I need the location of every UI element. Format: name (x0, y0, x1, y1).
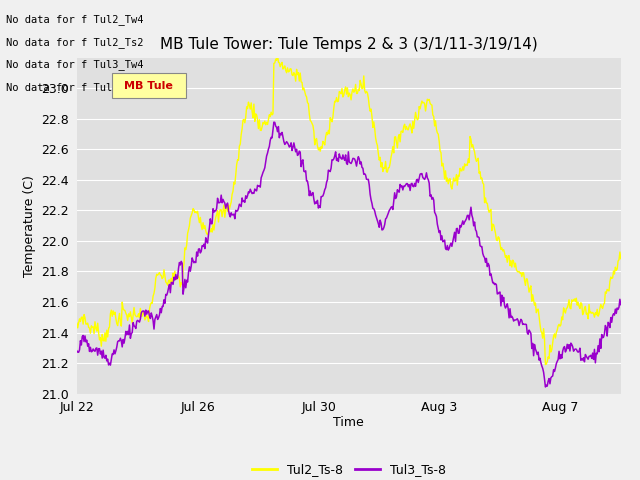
Title: MB Tule Tower: Tule Temps 2 & 3 (3/1/11-3/19/14): MB Tule Tower: Tule Temps 2 & 3 (3/1/11-… (160, 37, 538, 52)
Tul2_Ts-8 (541, 362, 549, 368)
Tul3_Ts-8 (270, 119, 278, 125)
Legend: Tul2_Ts-8, Tul3_Ts-8: Tul2_Ts-8, Tul3_Ts-8 (246, 458, 451, 480)
Tul3_Ts-8 (320, 191, 328, 196)
Line: Tul3_Ts-8: Tul3_Ts-8 (77, 122, 621, 387)
Tul3_Ts-8 (73, 348, 81, 354)
Tul3_Ts-8 (437, 237, 445, 243)
Text: MB Tule: MB Tule (124, 81, 173, 91)
Text: No data for f Tul2_Ts2: No data for f Tul2_Ts2 (6, 37, 144, 48)
Tul3_Ts-8 (541, 384, 549, 390)
X-axis label: Time: Time (333, 416, 364, 429)
Tul2_Ts-8 (394, 134, 402, 140)
Tul2_Ts-8 (213, 212, 221, 217)
Tul2_Ts-8 (169, 270, 177, 276)
Tul2_Ts-8 (73, 320, 81, 326)
Tul3_Ts-8 (169, 281, 177, 287)
Tul3_Ts-8 (483, 264, 491, 269)
Tul2_Ts-8 (617, 256, 625, 262)
Tul2_Ts-8 (437, 150, 445, 156)
Text: No data for f Tul3_Ts2: No data for f Tul3_Ts2 (6, 82, 144, 93)
Tul3_Ts-8 (213, 205, 221, 211)
Y-axis label: Temperature (C): Temperature (C) (23, 175, 36, 276)
Tul2_Ts-8 (274, 51, 282, 57)
Tul2_Ts-8 (320, 140, 328, 145)
Text: No data for f Tul2_Tw4: No data for f Tul2_Tw4 (6, 14, 144, 25)
Text: No data for f Tul3_Tw4: No data for f Tul3_Tw4 (6, 60, 144, 71)
Line: Tul2_Ts-8: Tul2_Ts-8 (77, 54, 621, 365)
Tul3_Ts-8 (394, 189, 402, 194)
Tul3_Ts-8 (617, 302, 625, 308)
Tul2_Ts-8 (483, 200, 491, 206)
